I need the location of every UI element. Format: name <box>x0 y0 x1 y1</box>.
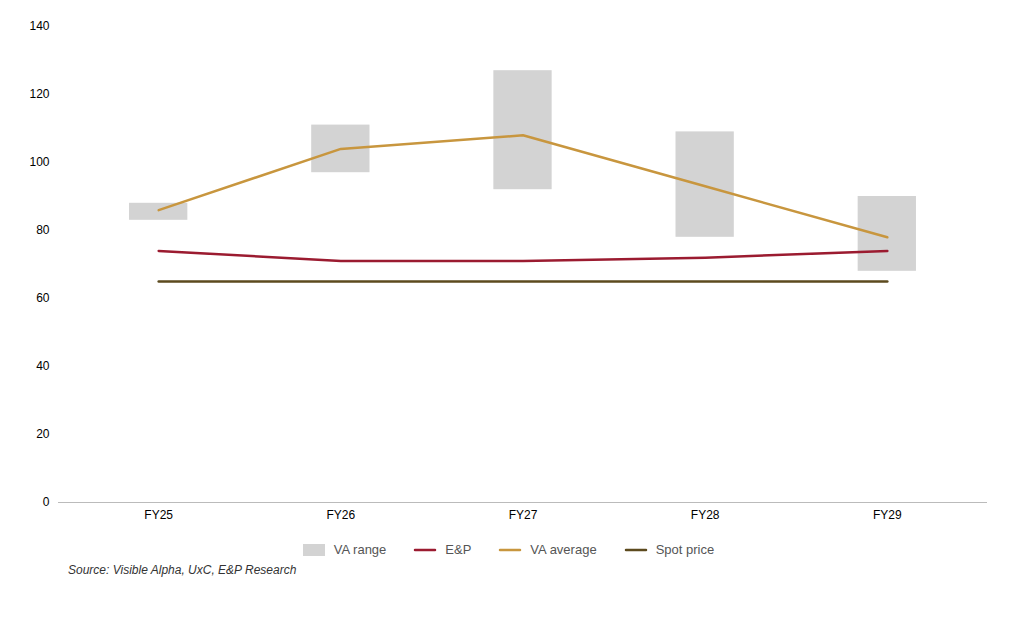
svg-text:60: 60 <box>36 291 50 305</box>
html-text:Source: Visible Alpha, UxC, E&: Source: Visible Alpha, UxC, E&P Research <box>68 563 297 577</box>
html-text:Spot price: Spot price <box>655 542 715 557</box>
svg-text:80: 80 <box>36 223 50 237</box>
svg-text:FY25: FY25 <box>144 508 173 522</box>
svg-text:20: 20 <box>36 427 50 441</box>
svg-text:140: 140 <box>29 19 49 33</box>
svg-text:FY28: FY28 <box>691 508 720 522</box>
html-text:E&P: E&P <box>445 542 472 557</box>
svg-text:FY27: FY27 <box>509 508 538 522</box>
html-text:VA average: VA average <box>530 542 597 557</box>
svg-text:FY26: FY26 <box>326 508 355 522</box>
svg-text:40: 40 <box>36 359 50 373</box>
svg-text:120: 120 <box>29 87 49 101</box>
svg-text:FY29: FY29 <box>873 508 902 522</box>
svg-text:0: 0 <box>43 495 50 509</box>
svg-text:100: 100 <box>29 155 49 169</box>
html-text:VA range: VA range <box>333 542 387 557</box>
